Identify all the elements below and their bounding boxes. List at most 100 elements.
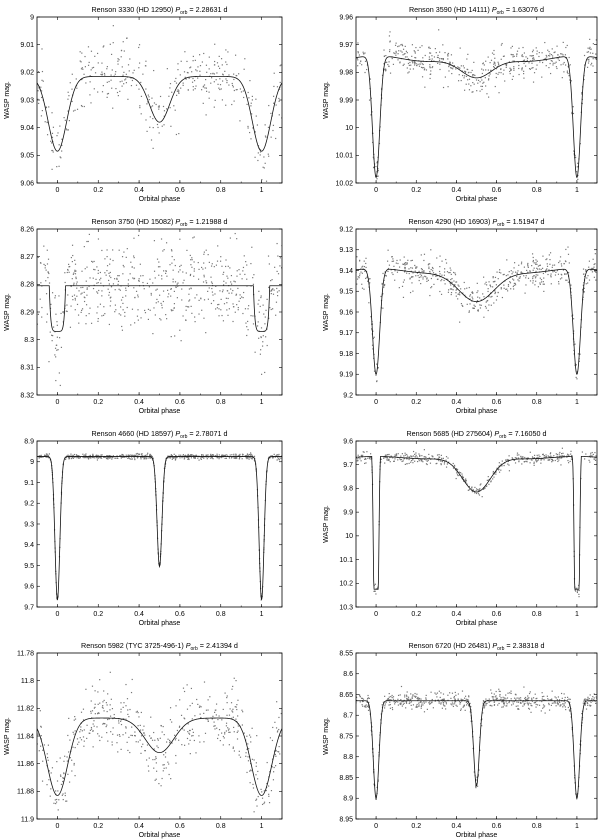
- data-point: [532, 697, 535, 699]
- data-point: [67, 91, 69, 93]
- data-point: [516, 272, 518, 274]
- data-point: [206, 71, 208, 73]
- data-point: [252, 783, 254, 786]
- data-point: [475, 490, 477, 492]
- data-point: [148, 757, 150, 759]
- data-point: [465, 75, 468, 77]
- data-point: [174, 734, 176, 736]
- data-point: [457, 66, 459, 68]
- data-point: [391, 708, 394, 711]
- data-point: [263, 801, 266, 803]
- data-point: [549, 252, 552, 254]
- data-point: [256, 325, 259, 327]
- data-point: [101, 73, 104, 75]
- data-point: [401, 705, 403, 707]
- data-point: [173, 457, 175, 459]
- data-point: [418, 705, 420, 707]
- data-point: [130, 77, 132, 79]
- data-point: [356, 256, 358, 258]
- data-point: [198, 706, 201, 708]
- data-point: [255, 98, 257, 100]
- data-point: [66, 760, 68, 762]
- data-point: [400, 703, 402, 705]
- data-point: [80, 104, 83, 107]
- data-point: [577, 162, 579, 164]
- data-point: [268, 785, 270, 787]
- data-point: [210, 302, 213, 305]
- data-point: [125, 732, 127, 734]
- data-point: [414, 460, 416, 462]
- data-point: [89, 94, 91, 96]
- data-point: [116, 455, 118, 457]
- data-point: [275, 765, 277, 767]
- data-point: [271, 766, 273, 768]
- data-point: [497, 63, 500, 65]
- data-point: [84, 55, 86, 58]
- data-point: [85, 323, 87, 325]
- data-point: [272, 457, 274, 459]
- data-point: [192, 55, 194, 58]
- data-point: [150, 454, 152, 456]
- data-point: [205, 249, 207, 251]
- data-point: [60, 775, 62, 777]
- data-point: [51, 132, 54, 134]
- data-point: [144, 750, 146, 752]
- data-point: [48, 106, 50, 108]
- data-point: [410, 693, 412, 695]
- data-point: [390, 269, 392, 271]
- data-point: [500, 44, 503, 46]
- data-point: [71, 770, 73, 772]
- data-point: [373, 370, 376, 372]
- data-point: [111, 744, 113, 746]
- data-point: [225, 49, 227, 51]
- data-point: [145, 65, 147, 67]
- data-point: [513, 60, 515, 62]
- data-point: [570, 287, 572, 290]
- data-point: [100, 457, 103, 459]
- data-point: [156, 258, 159, 260]
- data-point: [414, 270, 416, 272]
- data-point: [517, 708, 519, 710]
- data-point: [416, 706, 419, 708]
- data-point: [188, 306, 190, 308]
- data-point: [537, 459, 540, 461]
- data-point: [79, 60, 81, 62]
- data-point: [368, 278, 370, 280]
- data-point: [175, 77, 177, 80]
- data-point: [530, 703, 532, 705]
- data-point: [254, 131, 256, 133]
- data-point: [524, 698, 527, 701]
- data-point: [593, 276, 595, 278]
- data-point: [188, 733, 191, 735]
- data-point: [549, 453, 551, 455]
- data-point: [583, 273, 585, 275]
- data-point: [182, 84, 184, 86]
- data-point: [168, 456, 170, 458]
- data-point: [276, 459, 278, 461]
- data-point: [512, 458, 514, 460]
- data-point: [562, 452, 564, 454]
- data-point: [382, 272, 384, 275]
- data-point: [127, 454, 129, 456]
- data-point: [162, 250, 164, 252]
- data-point: [429, 52, 432, 54]
- data-point: [412, 450, 415, 453]
- data-point: [384, 70, 387, 72]
- data-point: [180, 60, 182, 62]
- data-point: [417, 698, 419, 700]
- data-point: [269, 457, 271, 459]
- data-point: [442, 86, 445, 89]
- data-point: [233, 457, 235, 459]
- data-point: [397, 694, 400, 697]
- data-point: [270, 308, 272, 311]
- data-point: [418, 698, 420, 701]
- data-point: [558, 455, 560, 457]
- data-point: [246, 454, 248, 457]
- data-point: [534, 284, 536, 286]
- data-point: [563, 704, 565, 707]
- data-point: [112, 25, 114, 27]
- data-point: [462, 65, 464, 67]
- data-point: [268, 317, 270, 319]
- data-point: [83, 105, 85, 108]
- data-point: [223, 737, 225, 739]
